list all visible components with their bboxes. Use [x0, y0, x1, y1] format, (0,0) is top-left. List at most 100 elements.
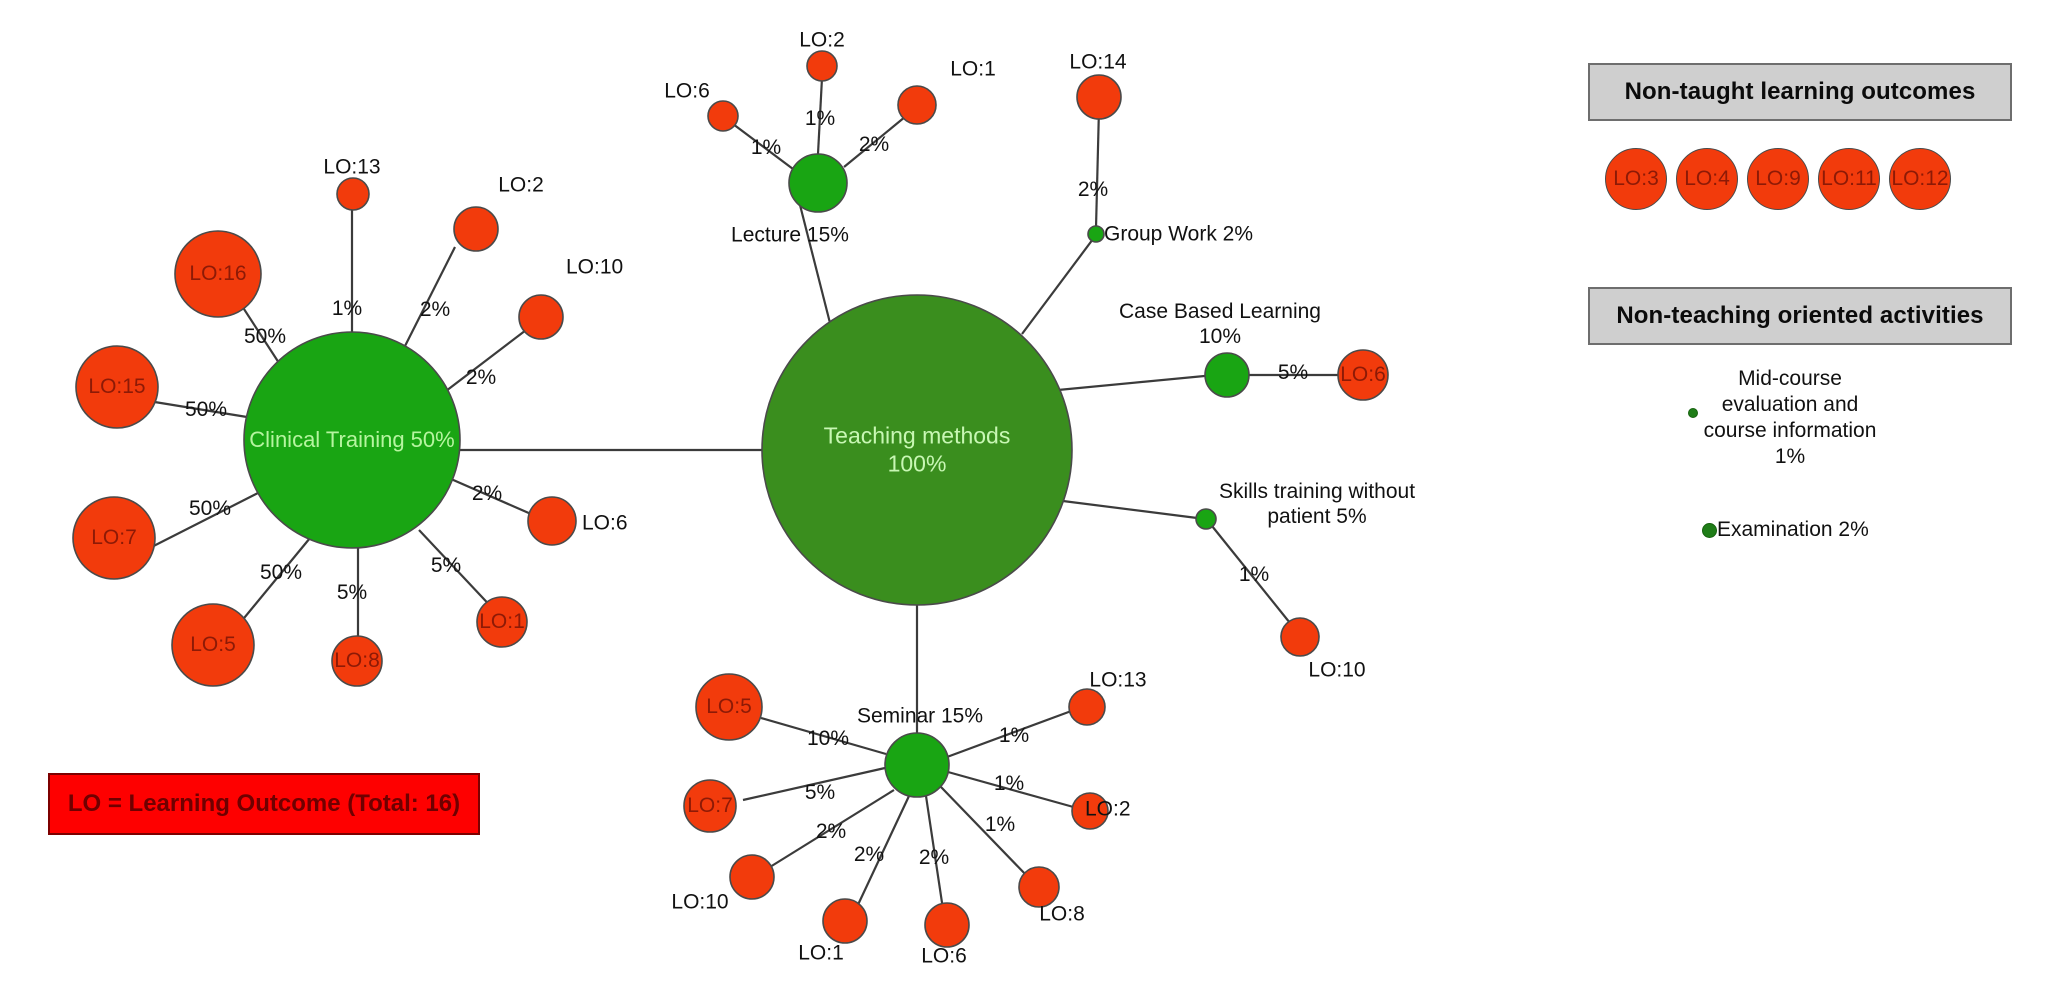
node-group-work: [1087, 225, 1105, 243]
pct-clinical-lo2: 2%: [419, 298, 451, 321]
legend-chip-lo9: LO:9: [1747, 148, 1809, 210]
node-groupwork-lo14: [1076, 74, 1122, 120]
lecture-lo-nodes: [707, 50, 937, 132]
examination-dot: [1702, 523, 1717, 538]
legend-lo-key: LO = Learning Outcome (Total: 16): [48, 773, 480, 835]
pct-clinical-lo6: 2%: [471, 482, 503, 505]
hub-edges: [460, 204, 1216, 765]
pct-groupwork-lo14: 2%: [1077, 178, 1109, 201]
pct-seminar-lo10: 2%: [815, 820, 847, 843]
node-lo10c: [518, 294, 564, 340]
edge-clinical-lo1: [418, 529, 498, 614]
skills-lo10-outlabel: LO:10: [1308, 658, 1366, 682]
edge-hub-lecture: [798, 204, 832, 324]
pct-clinical-lo10: 2%: [465, 366, 497, 389]
edge-hub-casebased: [1057, 373, 1216, 392]
node-seminar-lo5: [695, 673, 763, 741]
node-teaching-methods: [761, 294, 1073, 606]
node-seminar-lo2: [1071, 792, 1109, 830]
node-lecture-lo6: [707, 100, 739, 132]
edge-seminar-lo1: [855, 795, 910, 910]
lecture-edges: [728, 77, 912, 170]
pct-seminar-lo5: 10%: [806, 727, 850, 750]
edge-skills-lo10: [1211, 525, 1295, 629]
legend-non-taught-header: Non-taught learning outcomes: [1588, 63, 2012, 121]
lecture-lo6-outlabel: LO:6: [664, 79, 710, 103]
lo13-clinical-outlabel: LO:13: [323, 155, 381, 179]
edge-clinical-lo10: [445, 326, 531, 392]
group-work-label: Group Work 2%: [1104, 222, 1253, 246]
midcourse-line3: course information: [1703, 419, 1877, 443]
case-based-line1: Case Based Learning: [1119, 300, 1321, 324]
pct-clinical-lo1: 5%: [430, 554, 462, 577]
examination-text: Examination 2%: [1717, 518, 1869, 541]
skills-line2: patient 5%: [1267, 505, 1367, 528]
edge-lecture-lo2: [816, 77, 824, 155]
edge-lecture-lo6: [728, 120, 794, 170]
lecture-lo2-outlabel: LO:2: [799, 28, 845, 52]
legend-chip-lo4: LO:4: [1676, 148, 1738, 210]
seminar-lo13-outlabel: LO:13: [1089, 668, 1147, 692]
edge-hub-groupwork: [1021, 234, 1097, 335]
node-seminar-lo8: [1018, 866, 1060, 908]
skills-line1: Skills training without: [1218, 480, 1416, 504]
pct-casebased-lo6: 5%: [1277, 361, 1309, 384]
pct-skills-lo10: 1%: [1238, 563, 1270, 586]
pct-seminar-lo7: 5%: [804, 781, 836, 804]
node-skills-lo10: [1280, 617, 1320, 657]
pct-clinical-lo7: 50%: [188, 497, 232, 520]
edge-groupwork-lo14: [1094, 107, 1101, 229]
seminar-lo-nodes: [683, 673, 1109, 948]
pct-clinical-lo16: 50%: [243, 325, 287, 348]
midcourse-line4: 1%: [1774, 445, 1806, 469]
edge-hub-skills: [1054, 498, 1206, 521]
clinical-lo-nodes: [72, 177, 577, 687]
edge-seminar-lo5: [760, 716, 887, 756]
legend-chip-lo11: LO:11: [1818, 148, 1880, 210]
node-case-based-learning: [1204, 352, 1250, 398]
node-seminar: [884, 732, 950, 798]
node-lo2c: [453, 206, 499, 252]
edge-seminar-lo13: [946, 708, 1075, 759]
edge-seminar-lo2: [947, 770, 1078, 810]
node-seminar-lo1: [822, 898, 868, 944]
case-based-learning-label: Case Based Learning 10%: [1119, 300, 1321, 350]
legend-chip-lo3: LO:3: [1605, 148, 1667, 210]
seminar-lo8-outlabel: LO:8: [1039, 902, 1085, 926]
pct-lecture-lo2: 1%: [804, 107, 836, 130]
node-lecture-lo2: [806, 50, 838, 82]
seminar-lo6-outlabel: LO:6: [921, 944, 967, 968]
lo6-clinical-outlabel: LO:6: [582, 511, 628, 535]
midcourse-dot: [1688, 408, 1698, 418]
node-lo1c: [476, 596, 528, 648]
node-clinical-training: [243, 331, 461, 549]
pct-lecture-lo1: 2%: [858, 133, 890, 156]
seminar-label: Seminar 15%: [856, 704, 984, 728]
pct-lecture-lo6: 1%: [750, 136, 782, 159]
midcourse-line1: Mid-course: [1738, 367, 1842, 390]
seminar-lo10-outlabel: LO:10: [671, 890, 729, 914]
node-lecture-lo1: [897, 85, 937, 125]
node-lo6c: [527, 496, 577, 546]
skills-training-label: Skills training without patient 5%: [1219, 480, 1415, 530]
lo2-clinical-outlabel: LO:2: [498, 173, 544, 197]
node-lo13: [336, 177, 370, 211]
pct-seminar-lo8: 1%: [984, 813, 1016, 836]
edge-seminar-lo6: [924, 795, 946, 917]
node-skills-training: [1195, 508, 1217, 530]
node-lo5: [171, 603, 255, 687]
node-casebased-lo6: [1337, 349, 1389, 401]
edge-seminar-lo7: [742, 766, 886, 802]
node-seminar-lo6: [924, 902, 970, 948]
other-edges: [1094, 107, 1338, 629]
node-lecture: [788, 153, 848, 213]
node-seminar-lo13: [1068, 688, 1106, 726]
seminar-lo2-outlabel: LO:2: [1085, 797, 1131, 821]
groupwork-lo14-outlabel: LO:14: [1069, 50, 1127, 74]
midcourse-text: Mid-course evaluation and course informa…: [1704, 366, 1877, 470]
pct-clinical-lo15: 50%: [184, 398, 228, 421]
case-based-line2: 10%: [1198, 325, 1242, 348]
pct-seminar-lo2: 1%: [993, 772, 1025, 795]
